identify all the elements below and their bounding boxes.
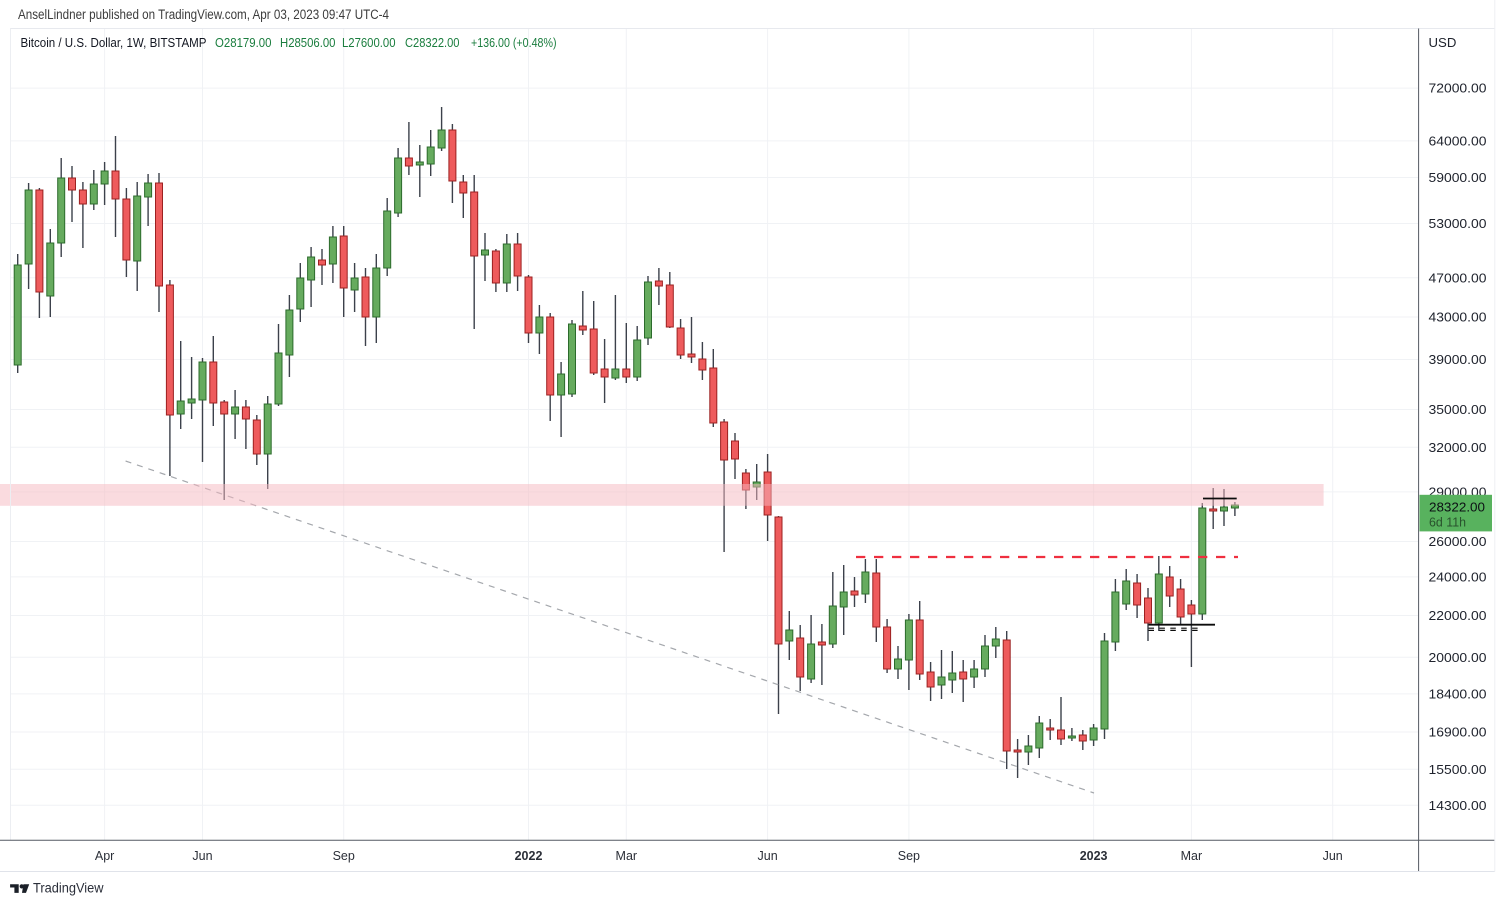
svg-text:59000.00: 59000.00 <box>1429 170 1487 185</box>
svg-text:18400.00: 18400.00 <box>1429 687 1487 702</box>
svg-text:43000.00: 43000.00 <box>1429 310 1487 325</box>
svg-text:H28506.00: H28506.00 <box>280 35 336 50</box>
svg-text:Mar: Mar <box>616 849 638 863</box>
svg-text:47000.00: 47000.00 <box>1429 270 1487 285</box>
svg-text:72000.00: 72000.00 <box>1429 81 1487 96</box>
svg-text:Bitcoin / U.S. Dollar, 1W, BIT: Bitcoin / U.S. Dollar, 1W, BITSTAMP <box>21 35 207 50</box>
svg-text:2022: 2022 <box>515 849 543 863</box>
svg-text:2023: 2023 <box>1080 849 1108 863</box>
svg-text:Jun: Jun <box>1323 849 1343 863</box>
svg-text:Jun: Jun <box>758 849 778 863</box>
svg-text:Mar: Mar <box>1181 849 1203 863</box>
svg-text:64000.00: 64000.00 <box>1429 134 1487 149</box>
svg-text:24000.00: 24000.00 <box>1429 570 1487 585</box>
svg-text:20000.00: 20000.00 <box>1429 650 1487 665</box>
svg-text:26000.00: 26000.00 <box>1429 534 1487 549</box>
svg-text:+136.00 (+0.48%): +136.00 (+0.48%) <box>471 35 557 50</box>
svg-text:15500.00: 15500.00 <box>1429 762 1487 777</box>
svg-text:Jun: Jun <box>192 849 212 863</box>
svg-text:35000.00: 35000.00 <box>1429 402 1487 417</box>
svg-text:39000.00: 39000.00 <box>1429 352 1487 367</box>
svg-text:O28179.00: O28179.00 <box>215 35 272 50</box>
svg-text:Apr: Apr <box>95 849 114 863</box>
svg-text:TradingView: TradingView <box>33 881 104 896</box>
svg-text:L27600.00: L27600.00 <box>342 35 396 50</box>
svg-text:22000.00: 22000.00 <box>1429 608 1487 623</box>
svg-text:6d 11h: 6d 11h <box>1429 516 1466 530</box>
svg-text:16900.00: 16900.00 <box>1429 725 1487 740</box>
svg-text:USD: USD <box>1429 35 1457 50</box>
svg-text:14300.00: 14300.00 <box>1429 798 1487 813</box>
svg-text:32000.00: 32000.00 <box>1429 440 1487 455</box>
svg-text:Sep: Sep <box>898 849 920 863</box>
svg-text:C28322.00: C28322.00 <box>405 35 460 50</box>
svg-text:53000.00: 53000.00 <box>1429 216 1487 231</box>
svg-text:Sep: Sep <box>333 849 355 863</box>
svg-text:28322.00: 28322.00 <box>1429 500 1485 515</box>
svg-text:AnselLindner published on Trad: AnselLindner published on TradingView.co… <box>18 7 389 22</box>
